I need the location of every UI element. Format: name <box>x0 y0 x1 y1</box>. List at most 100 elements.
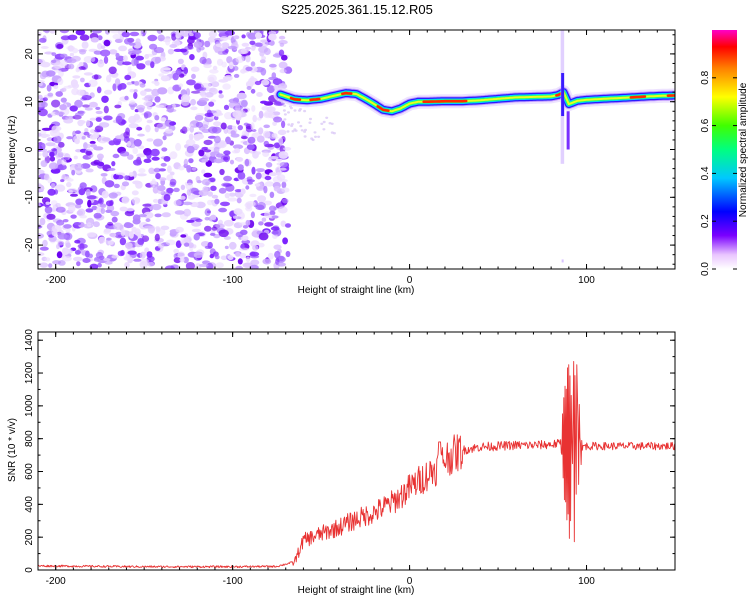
noise-blob <box>191 67 200 72</box>
noise-blob <box>235 104 240 112</box>
noise-blob <box>55 203 60 208</box>
noise-blob <box>132 190 139 195</box>
noise-blob <box>279 50 284 57</box>
noise-blob <box>194 83 201 89</box>
noise-blob <box>51 183 55 188</box>
noise-blob <box>245 47 251 50</box>
spectrogram-x-tick-label: 100 <box>578 275 595 286</box>
noise-blob <box>219 230 229 238</box>
noise-blob <box>285 223 291 228</box>
noise-blob <box>256 151 261 154</box>
noise-blob <box>219 188 227 194</box>
noise-blob <box>54 62 64 69</box>
noise-blob <box>46 214 55 220</box>
noise-blob <box>256 92 263 97</box>
noise-blob <box>52 260 61 264</box>
noise-blob <box>170 179 177 186</box>
noise-blob <box>74 163 83 171</box>
noise-blob <box>259 51 264 57</box>
noise-blob <box>216 43 224 47</box>
noise-blob <box>158 73 164 76</box>
noise-blob <box>60 54 67 58</box>
noise-blob <box>145 125 151 133</box>
noise-blob <box>137 238 144 245</box>
noise-blob <box>82 95 92 100</box>
noise-blob <box>105 180 115 187</box>
noise-blob <box>188 36 196 40</box>
noise-blob <box>131 59 136 66</box>
noise-blob <box>151 184 157 188</box>
noise-blob <box>208 102 214 107</box>
noise-blob-faint <box>283 118 286 120</box>
noise-blob <box>183 67 188 74</box>
disturbance-fleck <box>562 259 564 262</box>
noise-blob <box>52 225 62 232</box>
noise-blob <box>70 215 76 219</box>
noise-blob <box>121 196 129 203</box>
noise-blob <box>181 94 190 102</box>
noise-blob <box>42 240 48 247</box>
noise-blob <box>245 185 249 189</box>
noise-blob <box>261 106 268 110</box>
noise-blob <box>224 75 233 81</box>
noise-blob <box>238 164 244 170</box>
noise-blob <box>126 208 135 212</box>
noise-blob <box>260 68 266 76</box>
noise-blob <box>129 43 136 46</box>
noise-blob <box>182 202 192 206</box>
noise-blob <box>66 242 71 248</box>
noise-blob <box>106 238 112 241</box>
noise-blob <box>87 222 92 227</box>
noise-blob <box>229 242 237 250</box>
noise-blob <box>182 126 188 134</box>
noise-blob <box>153 139 163 147</box>
noise-blob <box>132 197 140 204</box>
noise-blob <box>90 144 97 147</box>
noise-blob <box>255 183 261 186</box>
noise-blob <box>176 227 184 233</box>
noise-blob <box>217 28 226 33</box>
noise-blob <box>73 257 83 262</box>
noise-blob <box>258 221 264 225</box>
noise-blob <box>43 97 48 101</box>
noise-blob <box>87 232 97 237</box>
noise-blob <box>151 81 158 84</box>
noise-blob <box>152 204 162 210</box>
noise-blob <box>95 107 100 110</box>
noise-blob <box>163 135 167 140</box>
noise-blob <box>101 45 106 49</box>
noise-blob <box>267 85 275 93</box>
noise-blob <box>41 102 48 108</box>
noise-blob <box>235 252 241 257</box>
noise-blob <box>181 185 185 190</box>
noise-blob <box>161 67 171 70</box>
noise-blob <box>80 34 90 40</box>
noise-blob <box>186 165 191 173</box>
noise-blob <box>186 183 194 190</box>
noise-blob <box>251 105 255 112</box>
noise-blob <box>220 202 230 207</box>
noise-blob <box>264 211 270 218</box>
noise-blob <box>119 83 127 90</box>
noise-blob <box>127 251 136 255</box>
noise-blob <box>124 175 129 180</box>
noise-blob <box>210 215 216 220</box>
noise-blob <box>93 221 100 227</box>
noise-blob <box>107 168 115 171</box>
noise-blob <box>133 92 137 99</box>
noise-blob <box>134 89 138 92</box>
noise-blob <box>155 57 161 64</box>
noise-blob <box>265 176 272 180</box>
noise-blob <box>84 132 90 136</box>
noise-blob <box>49 162 58 169</box>
noise-blob <box>60 179 64 182</box>
noise-blob <box>155 234 160 241</box>
noise-blob <box>94 129 100 132</box>
noise-blob <box>216 262 224 268</box>
noise-blob <box>134 139 142 147</box>
noise-blob <box>279 151 289 159</box>
colorbar-label: Normalized spectral amplitude <box>738 82 749 217</box>
colorbar-tick-label: 0.4 <box>700 166 711 180</box>
noise-blob <box>174 200 182 206</box>
